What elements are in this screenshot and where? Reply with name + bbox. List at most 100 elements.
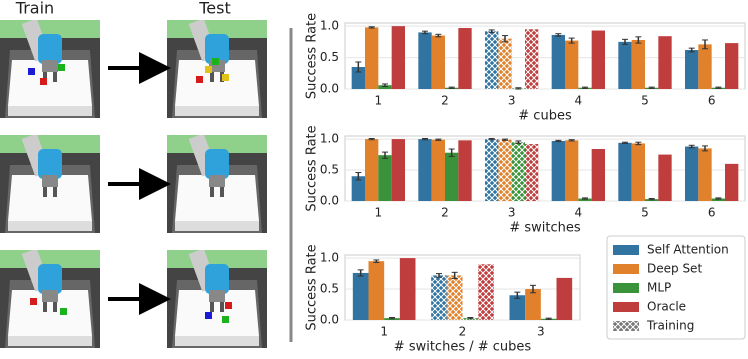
cube bbox=[60, 308, 67, 315]
bar bbox=[351, 67, 365, 89]
test-scene bbox=[167, 250, 267, 348]
cube bbox=[40, 78, 47, 85]
bar bbox=[658, 36, 672, 89]
bar bbox=[391, 139, 405, 201]
y-axis-label: Success Rate bbox=[305, 244, 320, 330]
cube bbox=[222, 74, 229, 81]
training-hatch bbox=[498, 139, 512, 201]
bar bbox=[391, 26, 405, 89]
x-tick-label: 4 bbox=[575, 94, 583, 108]
x-tick-label: 3 bbox=[508, 206, 516, 220]
x-axis-label: # switches bbox=[509, 221, 581, 236]
bar bbox=[431, 35, 445, 89]
bar bbox=[352, 272, 369, 320]
bar bbox=[711, 198, 725, 201]
bar bbox=[725, 43, 739, 89]
bar bbox=[431, 139, 445, 201]
bar bbox=[445, 152, 459, 201]
bar bbox=[551, 140, 565, 201]
cube bbox=[58, 64, 65, 71]
bar bbox=[509, 295, 526, 320]
bar bbox=[458, 28, 472, 89]
x-tick-label: 6 bbox=[708, 94, 716, 108]
x-tick-label: 1 bbox=[375, 94, 383, 108]
panel-header: Train bbox=[15, 0, 54, 18]
training-hatch bbox=[431, 275, 447, 320]
x-tick-label: 2 bbox=[459, 325, 467, 339]
x-tick-label: 4 bbox=[575, 206, 583, 220]
legend-swatch bbox=[613, 264, 639, 274]
y-tick-label: 0.0 bbox=[320, 194, 339, 208]
y-axis-label: Success Rate bbox=[305, 125, 320, 211]
bar bbox=[685, 50, 699, 89]
legend-swatch bbox=[613, 302, 639, 312]
cube bbox=[222, 316, 229, 323]
x-axis-label: # cubes bbox=[518, 109, 572, 124]
training-hatch bbox=[446, 275, 463, 320]
y-tick-label: 0.5 bbox=[320, 163, 339, 177]
train-scene bbox=[0, 20, 100, 118]
bar bbox=[698, 148, 712, 201]
x-tick-label: 2 bbox=[441, 206, 449, 220]
bar bbox=[365, 27, 379, 89]
bar bbox=[631, 143, 645, 201]
bar bbox=[458, 140, 472, 201]
bar bbox=[565, 140, 579, 201]
x-axis-label: # switches / # cubes bbox=[394, 340, 532, 355]
training-hatch bbox=[498, 38, 512, 89]
bar bbox=[565, 40, 579, 89]
train-scene bbox=[0, 250, 100, 348]
legend-label: Training bbox=[646, 319, 694, 333]
bar bbox=[618, 142, 632, 201]
y-tick-label: 1.0 bbox=[320, 19, 339, 33]
cube bbox=[28, 68, 35, 75]
y-axis-label: Success Rate bbox=[305, 13, 320, 99]
x-tick-label: 2 bbox=[441, 94, 449, 108]
y-tick-label: 1.0 bbox=[320, 132, 339, 146]
x-tick-label: 1 bbox=[380, 325, 388, 339]
cube bbox=[30, 298, 37, 305]
training-hatch bbox=[525, 29, 539, 90]
bar bbox=[578, 198, 592, 201]
test-scene bbox=[167, 20, 267, 118]
training-hatch bbox=[525, 144, 539, 201]
bar bbox=[685, 146, 699, 201]
training-hatch bbox=[478, 264, 494, 320]
training-hatch bbox=[485, 139, 499, 201]
legend-label: Deep Set bbox=[647, 262, 702, 276]
test-scene bbox=[167, 135, 267, 233]
x-tick-label: 6 bbox=[708, 206, 716, 220]
bar bbox=[556, 277, 573, 320]
y-tick-label: 0.5 bbox=[320, 50, 339, 64]
bar bbox=[591, 149, 605, 201]
legend-label: MLP bbox=[647, 281, 671, 295]
y-tick-label: 0.0 bbox=[320, 82, 339, 96]
bar bbox=[631, 39, 645, 89]
legend-box bbox=[606, 235, 746, 340]
cube bbox=[225, 302, 232, 309]
cube bbox=[205, 66, 212, 73]
cube bbox=[205, 312, 212, 319]
bar bbox=[551, 34, 565, 89]
x-tick-label: 5 bbox=[641, 206, 649, 220]
train-scene bbox=[0, 135, 100, 233]
bar bbox=[399, 258, 416, 320]
x-tick-label: 5 bbox=[641, 94, 649, 108]
bar bbox=[591, 30, 605, 90]
legend-swatch bbox=[613, 283, 639, 293]
bar bbox=[378, 85, 392, 89]
legend-label: Self Attention bbox=[647, 243, 729, 257]
training-hatch bbox=[511, 142, 525, 201]
bar bbox=[351, 176, 365, 201]
bar bbox=[725, 163, 739, 201]
x-tick-label: 3 bbox=[508, 94, 516, 108]
y-tick-label: 1.0 bbox=[320, 251, 339, 265]
bar bbox=[525, 289, 541, 320]
cube bbox=[196, 76, 203, 83]
bar bbox=[698, 44, 712, 89]
legend-swatch bbox=[613, 245, 639, 255]
x-tick-label: 1 bbox=[375, 206, 383, 220]
bar bbox=[378, 155, 392, 201]
bar bbox=[418, 139, 432, 201]
